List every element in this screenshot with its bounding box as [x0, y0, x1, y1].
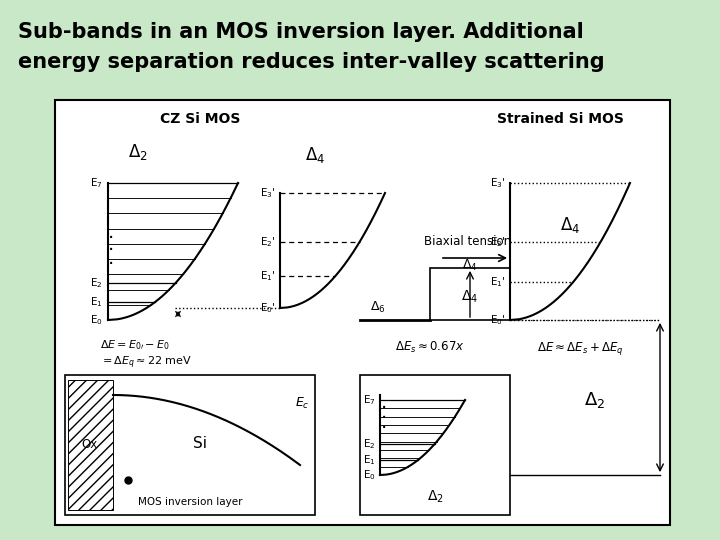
Text: E$_3$': E$_3$' [490, 176, 505, 190]
Text: E$_0$: E$_0$ [363, 468, 376, 482]
Text: ·: · [381, 408, 387, 428]
Text: E$_2$: E$_2$ [364, 437, 376, 451]
Text: ·: · [108, 254, 114, 273]
Text: E$_0$': E$_0$' [490, 313, 505, 327]
Text: Biaxial tension: Biaxial tension [424, 235, 512, 248]
Bar [68, 380, 113, 510]
Bar [430, 268, 510, 320]
Text: E$_1$': E$_1$' [490, 275, 505, 289]
Text: $\Delta_2$: $\Delta_2$ [426, 489, 444, 505]
Text: $\Delta_4$: $\Delta_4$ [560, 215, 580, 235]
Bar [65, 375, 315, 515]
Text: $= \Delta E_q \approx 22\ \mathrm{meV}$: $= \Delta E_q \approx 22\ \mathrm{meV}$ [100, 355, 192, 372]
Bar [55, 100, 670, 525]
Text: $\Delta_4$: $\Delta_4$ [305, 145, 325, 165]
Bar [360, 375, 510, 515]
Text: E$_3$': E$_3$' [259, 186, 275, 200]
Text: E$_1$: E$_1$ [364, 453, 376, 467]
Text: Ox: Ox [82, 437, 98, 450]
Text: $\Delta E \approx \Delta E_s + \Delta E_q$: $\Delta E \approx \Delta E_s + \Delta E_… [536, 340, 624, 357]
Text: $\Delta_4$: $\Delta_4$ [462, 258, 478, 273]
Text: ·: · [381, 399, 387, 417]
Text: energy separation reduces inter-valley scattering: energy separation reduces inter-valley s… [18, 52, 605, 72]
Text: $\Delta_2$: $\Delta_2$ [128, 142, 148, 162]
Text: ·: · [381, 418, 387, 437]
Text: ·: · [108, 241, 114, 260]
Text: Si: Si [193, 436, 207, 451]
Text: E$_0$': E$_0$' [259, 301, 275, 315]
Text: $\Delta E = E_{0\prime} - E_0$: $\Delta E = E_{0\prime} - E_0$ [100, 338, 170, 352]
Text: E$_1$': E$_1$' [259, 269, 275, 283]
Text: E$_7$: E$_7$ [364, 393, 376, 407]
Text: $\Delta_2$: $\Delta_2$ [585, 390, 606, 410]
Text: E$_1$: E$_1$ [90, 295, 103, 309]
Text: Sub-bands in an MOS inversion layer. Additional: Sub-bands in an MOS inversion layer. Add… [18, 22, 584, 42]
Text: $E_c$: $E_c$ [295, 395, 310, 410]
Text: Strained Si MOS: Strained Si MOS [497, 112, 624, 126]
Text: E$_7$: E$_7$ [90, 176, 103, 190]
Text: E$_2$': E$_2$' [490, 235, 505, 249]
Text: MOS inversion layer: MOS inversion layer [138, 497, 242, 507]
Text: E$_2$': E$_2$' [259, 235, 275, 249]
Text: E$_0$: E$_0$ [90, 313, 103, 327]
Text: CZ Si MOS: CZ Si MOS [160, 112, 240, 126]
Text: $\Delta_4$: $\Delta_4$ [462, 289, 479, 305]
Text: ·: · [108, 228, 114, 247]
Text: $\Delta_6$: $\Delta_6$ [370, 300, 386, 315]
Text: $\Delta E_s \approx 0.67x$: $\Delta E_s \approx 0.67x$ [395, 340, 465, 355]
Text: E$_2$: E$_2$ [91, 276, 103, 290]
